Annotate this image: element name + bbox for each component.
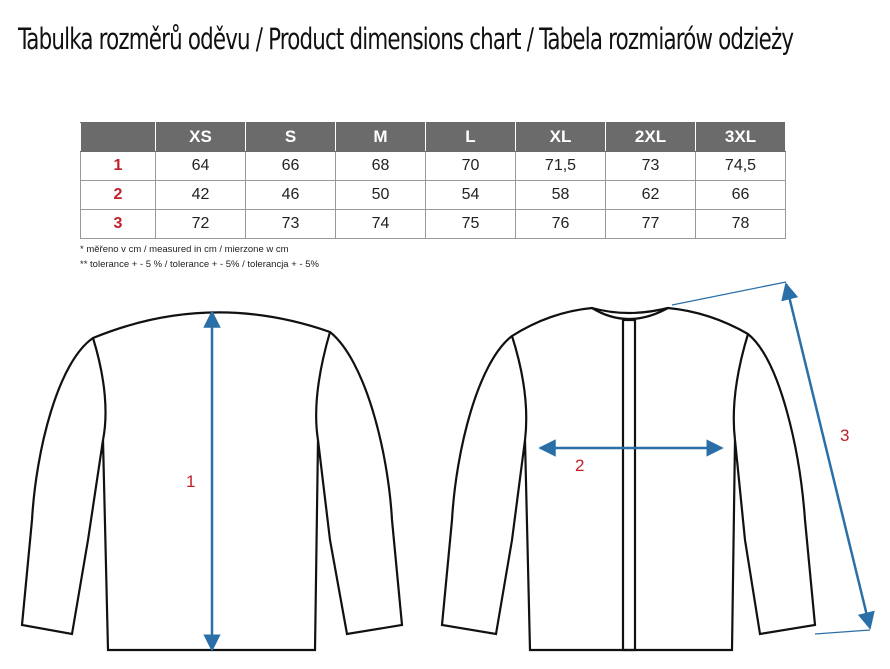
cell: 58 (515, 180, 606, 210)
cell: 70 (425, 151, 516, 181)
cell: 66 (695, 180, 786, 210)
cell: 73 (245, 209, 336, 239)
measure-label: 2 (575, 456, 584, 475)
cell: 3XL (695, 122, 786, 152)
cell: 73 (605, 151, 696, 181)
measure-arrows (203, 281, 875, 652)
cell: 76 (515, 209, 606, 239)
measure-label: 1 (186, 472, 195, 491)
size-table: XS S M L XL 2XL 3XL 1 64 66 68 70 71,5 73 74,5 2 42 46 50 5… (80, 122, 786, 239)
note: * měřeno v cm / measured in cm / mierzon… (80, 244, 289, 255)
table-row: 1 64 66 68 70 71,5 73 74,5 (80, 151, 786, 181)
table-row: 2 42 46 50 54 58 62 66 (80, 180, 786, 210)
cell: 78 (695, 209, 786, 239)
cell: 64 (155, 151, 246, 181)
row-label: 2 (80, 180, 156, 210)
cell: 75 (425, 209, 516, 239)
cell: 77 (605, 209, 696, 239)
row-label (80, 122, 156, 152)
row-label: 1 (80, 151, 156, 181)
measure-label: 3 (840, 426, 849, 445)
cell: 2XL (605, 122, 696, 152)
title: Tabulka rozměrů oděvu / Product dimensio… (18, 22, 794, 56)
table-row: 3 72 73 74 75 76 77 78 (80, 209, 786, 239)
table-row: XS S M L XL 2XL 3XL (80, 122, 786, 152)
jacket-front (440, 306, 817, 652)
cell: XL (515, 122, 606, 152)
jacket-back (20, 311, 404, 652)
cell: 74 (335, 209, 426, 239)
cell: 46 (245, 180, 336, 210)
note: ** tolerance + - 5 % / tolerance + - 5% … (80, 259, 319, 270)
cell: L (425, 122, 516, 152)
